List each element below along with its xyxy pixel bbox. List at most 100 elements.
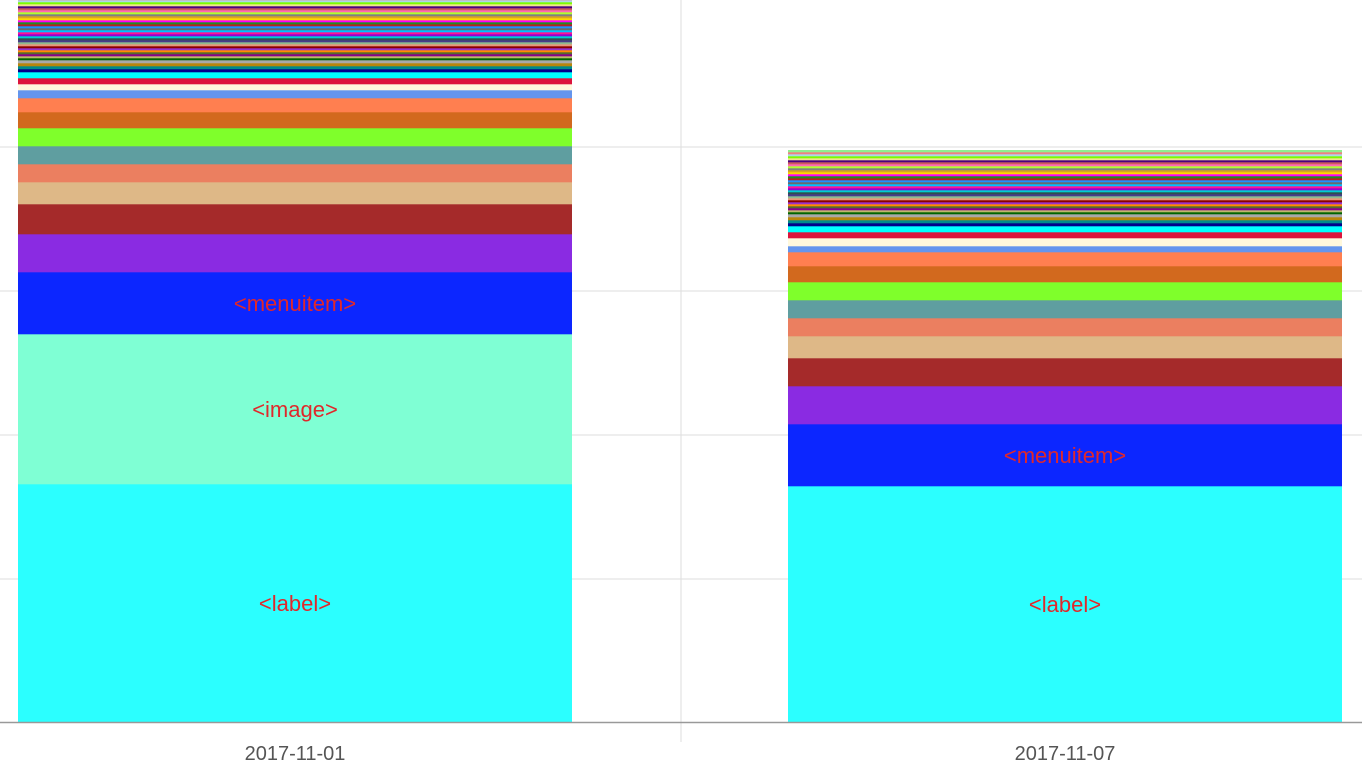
bar-segment-0-30 [18, 36, 572, 39]
bar-segment-1-15 [788, 223, 1342, 227]
bar-segment-0-31 [18, 34, 572, 37]
bar-segment-0-34 [18, 28, 572, 31]
bar-segment-1-36 [788, 178, 1342, 181]
x-tick-label: 2017-11-01 [245, 743, 346, 765]
bar-segment-1-5 [788, 336, 1342, 359]
bar-segment-1-6 [788, 318, 1342, 337]
bar-segment-1-12 [788, 238, 1342, 247]
bar-segment-1-42 [788, 166, 1342, 169]
bar-segment-1-33 [788, 184, 1342, 187]
bar-segment-0-9 [18, 112, 572, 129]
bar-segment-0-21 [18, 54, 572, 57]
bar-segment-0-36 [18, 24, 572, 27]
bar-segment-0-15 [18, 69, 572, 73]
bar-segment-0-12 [18, 84, 572, 91]
bar-segment-1-30 [788, 190, 1342, 193]
bar-segment-0-45 [18, 6, 572, 9]
bar-segment-1-18 [788, 214, 1342, 218]
segment-label: <menuitem> [1004, 443, 1126, 468]
bar-segment-1-16 [788, 220, 1342, 224]
bar-segment-0-3 [18, 234, 572, 273]
bar-segment-0-20 [18, 56, 572, 59]
bar-segment-0-43 [18, 10, 572, 13]
bar-segment-0-37 [18, 22, 572, 25]
bar-segment-0-29 [18, 38, 572, 41]
segment-label: <label> [1029, 592, 1101, 617]
bar-segment-1-39 [788, 172, 1342, 175]
bar-segment-1-11 [788, 246, 1342, 253]
segment-label: <image> [252, 397, 338, 422]
bar-segment-1-23 [788, 204, 1342, 207]
bar-segment-1-47 [788, 156, 1342, 159]
bar-segment-1-38 [788, 174, 1342, 177]
bar-segment-1-45 [788, 160, 1342, 163]
bar-segment-1-13 [788, 232, 1342, 239]
bar-segment-1-34 [788, 182, 1342, 185]
bar-segment-0-5 [18, 182, 572, 205]
bar-segment-1-44 [788, 162, 1342, 165]
bar-segment-1-21 [788, 208, 1342, 211]
bar-segment-0-7 [18, 146, 572, 165]
bar-segment-1-9 [788, 266, 1342, 283]
bar-segment-1-8 [788, 282, 1342, 301]
bar-segment-0-24 [18, 48, 572, 51]
bar-segment-0-38 [18, 20, 572, 23]
bar-segment-0-1 [18, 334, 572, 485]
bar-segment-0-39 [18, 18, 572, 21]
bar-segment-0-46 [18, 4, 572, 7]
bar-segment-0-6 [18, 164, 572, 183]
bar-segment-0-22 [18, 52, 572, 55]
bar-segment-0-32 [18, 32, 572, 35]
bar-segment-0-2 [18, 272, 572, 335]
bar-segment-0-8 [18, 128, 572, 147]
bar-segment-1-26 [788, 198, 1342, 201]
bar-segment-1-48 [788, 154, 1342, 157]
bar-segment-0-23 [18, 50, 572, 53]
bar-segment-1-24 [788, 202, 1342, 205]
bar-segment-0-18 [18, 60, 572, 64]
bar-segment-0-4 [18, 204, 572, 235]
bar-segment-0-41 [18, 14, 572, 17]
bar-segment-0-40 [18, 16, 572, 19]
bar-segment-1-41 [788, 168, 1342, 171]
bar-segment-0-11 [18, 90, 572, 99]
bar-segment-1-17 [788, 217, 1342, 221]
bar-segment-1-25 [788, 200, 1342, 203]
bar-segment-1-40 [788, 170, 1342, 173]
bar-segment-1-35 [788, 180, 1342, 183]
bar-segment-0-17 [18, 63, 572, 67]
bar-segment-1-20 [788, 210, 1342, 213]
bar-segment-0-16 [18, 66, 572, 70]
bar-segment-1-4 [788, 358, 1342, 387]
bar-segment-1-19 [788, 212, 1342, 215]
segment-label: <label> [259, 591, 331, 616]
bar-segment-1-37 [788, 176, 1342, 179]
bar-segment-0-13 [18, 78, 572, 85]
bar-segment-1-31 [788, 188, 1342, 191]
bar-segment-1-0 [788, 486, 1342, 723]
bar-segment-1-28 [788, 194, 1342, 197]
bar-segment-1-7 [788, 300, 1342, 319]
bar-segment-0-0 [18, 484, 572, 723]
bar-segment-0-14 [18, 72, 572, 79]
bar-segment-1-22 [788, 206, 1342, 209]
bar-segment-0-25 [18, 46, 572, 49]
bar-segment-0-33 [18, 30, 572, 33]
bar-segment-0-10 [18, 98, 572, 113]
bar-segment-1-49 [788, 152, 1342, 155]
bar-segment-1-29 [788, 192, 1342, 195]
bar-segment-1-14 [788, 226, 1342, 233]
bar-segment-1-50 [788, 150, 1342, 153]
bar-segment-0-48 [18, 0, 572, 3]
bar-segment-0-47 [18, 2, 572, 5]
bar-segment-0-27 [18, 42, 572, 45]
bar-segment-0-35 [18, 26, 572, 29]
bar-segment-1-27 [788, 196, 1342, 199]
bar-segment-1-3 [788, 386, 1342, 425]
bar-segment-0-42 [18, 12, 572, 15]
segment-label: <menuitem> [234, 291, 356, 316]
bar-segment-1-2 [788, 424, 1342, 487]
bar-segment-1-32 [788, 186, 1342, 189]
